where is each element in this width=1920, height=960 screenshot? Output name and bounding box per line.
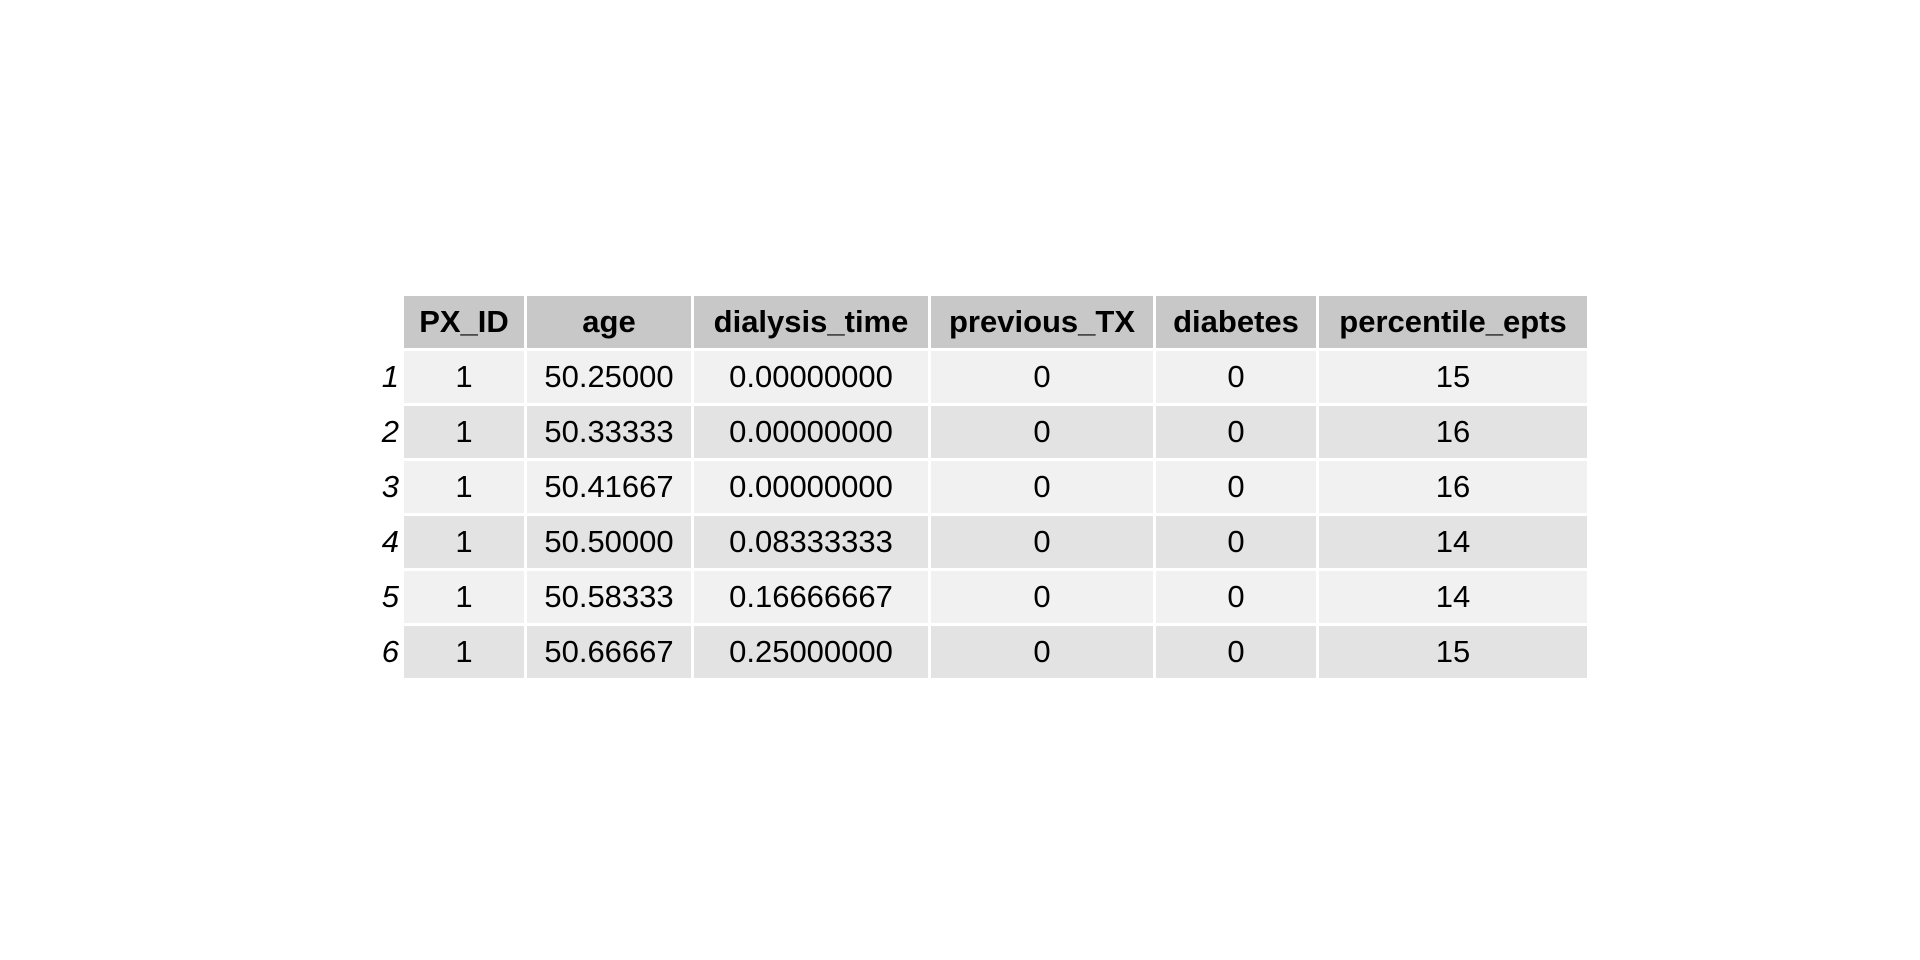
cell-percentile-epts: 15: [1319, 626, 1587, 678]
row-name: 1: [381, 359, 399, 394]
cell-previous-tx: 0: [931, 571, 1153, 623]
cell-percentile-epts: 14: [1319, 516, 1587, 568]
cell-px-id: 1: [404, 351, 524, 403]
column-header-age: age: [527, 296, 691, 348]
table-row: 3 1 50.41667 0.00000000 0 0 16: [375, 461, 1587, 513]
row-name: 5: [381, 579, 399, 614]
cell-dialysis-time: 0.08333333: [694, 516, 928, 568]
cell-dialysis-time: 0.16666667: [694, 571, 928, 623]
cell-diabetes: 0: [1156, 626, 1316, 678]
cell-age: 50.25000: [527, 351, 691, 403]
row-name: 2: [381, 414, 399, 449]
row-name: 3: [381, 469, 399, 504]
cell-diabetes: 0: [1156, 461, 1316, 513]
cell-percentile-epts: 16: [1319, 461, 1587, 513]
table-row: 2 1 50.33333 0.00000000 0 0 16: [375, 406, 1587, 458]
cell-dialysis-time: 0.00000000: [694, 406, 928, 458]
table-header-row: PX_ID age dialysis_time previous_TX diab…: [375, 296, 1587, 348]
cell-percentile-epts: 14: [1319, 571, 1587, 623]
table-row: 5 1 50.58333 0.16666667 0 0 14: [375, 571, 1587, 623]
cell-age: 50.66667: [527, 626, 691, 678]
cell-dialysis-time: 0.00000000: [694, 461, 928, 513]
cell-px-id: 1: [404, 626, 524, 678]
cell-px-id: 1: [404, 461, 524, 513]
table-row: 4 1 50.50000 0.08333333 0 0 14: [375, 516, 1587, 568]
column-header-px-id: PX_ID: [404, 296, 524, 348]
cell-dialysis-time: 0.25000000: [694, 626, 928, 678]
cell-diabetes: 0: [1156, 571, 1316, 623]
column-header-previous-tx: previous_TX: [931, 296, 1153, 348]
cell-diabetes: 0: [1156, 351, 1316, 403]
cell-age: 50.50000: [527, 516, 691, 568]
cell-previous-tx: 0: [931, 406, 1153, 458]
cell-px-id: 1: [404, 571, 524, 623]
table-row: 1 1 50.25000 0.00000000 0 0 15: [375, 351, 1587, 403]
cell-previous-tx: 0: [931, 351, 1153, 403]
cell-diabetes: 0: [1156, 406, 1316, 458]
cell-previous-tx: 0: [931, 626, 1153, 678]
data-table: PX_ID age dialysis_time previous_TX diab…: [372, 293, 1590, 681]
row-name: 6: [381, 634, 399, 669]
column-header-dialysis-time: dialysis_time: [694, 296, 928, 348]
cell-px-id: 1: [404, 406, 524, 458]
data-table-container: PX_ID age dialysis_time previous_TX diab…: [372, 293, 1590, 681]
cell-diabetes: 0: [1156, 516, 1316, 568]
cell-dialysis-time: 0.00000000: [694, 351, 928, 403]
cell-px-id: 1: [404, 516, 524, 568]
cell-percentile-epts: 16: [1319, 406, 1587, 458]
column-header-diabetes: diabetes: [1156, 296, 1316, 348]
row-names-header: [375, 296, 401, 348]
cell-previous-tx: 0: [931, 516, 1153, 568]
row-name: 4: [381, 524, 399, 559]
cell-age: 50.58333: [527, 571, 691, 623]
cell-previous-tx: 0: [931, 461, 1153, 513]
cell-age: 50.41667: [527, 461, 691, 513]
table-row: 6 1 50.66667 0.25000000 0 0 15: [375, 626, 1587, 678]
cell-percentile-epts: 15: [1319, 351, 1587, 403]
column-header-percentile-epts: percentile_epts: [1319, 296, 1587, 348]
cell-age: 50.33333: [527, 406, 691, 458]
